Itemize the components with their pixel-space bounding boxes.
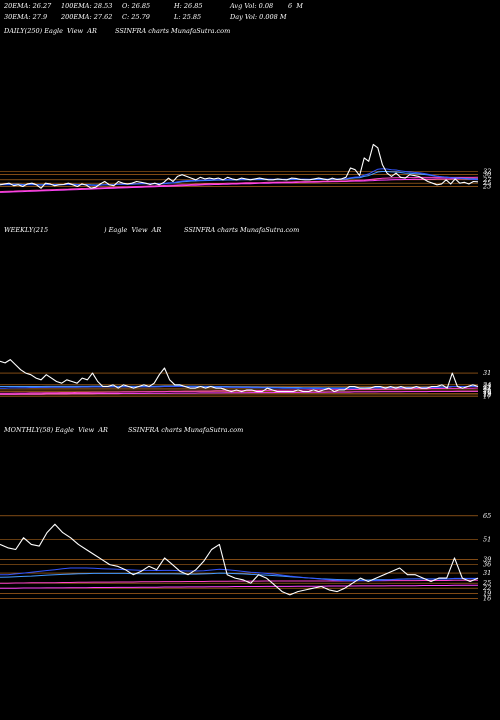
weekly-tick-label-5: 20 bbox=[482, 388, 491, 396]
monthly-tick-label-2: 39 bbox=[483, 556, 491, 564]
weekly-ema200-line bbox=[0, 390, 478, 395]
daily-tick-label-1: 30 bbox=[483, 171, 491, 179]
monthly-tick-label-8: 16 bbox=[483, 594, 491, 602]
monthly-panel-title: MONTHLY(58) Eagle View AR bbox=[4, 426, 108, 434]
weekly-tick-label-8: 17 bbox=[483, 393, 492, 401]
ema100-readout: 100EMA: 28.53 bbox=[61, 2, 113, 10]
weekly-tick-label-7: 18 bbox=[483, 391, 491, 399]
low-readout: L: 25.85 bbox=[174, 13, 202, 21]
avg-vol-suffix: 6 M bbox=[288, 2, 303, 10]
monthly-tick-label-4: 31 bbox=[483, 569, 491, 577]
daily-tick-label-3: 25 bbox=[482, 179, 491, 187]
weekly-tick-label-0: 31 bbox=[483, 369, 491, 377]
weekly-panel-title: WEEKLY(215 bbox=[4, 226, 49, 234]
monthly-tick-label-5: 25 bbox=[482, 579, 491, 587]
weekly-price-line bbox=[0, 359, 479, 393]
monthly-tick-label-7: 19 bbox=[483, 589, 491, 597]
open-readout: O: 26.85 bbox=[122, 2, 151, 10]
weekly-panel-source: SSINFRA charts MunafaSutra.com bbox=[184, 226, 300, 234]
daily-panel-source: SSINFRA charts MunafaSutra.com bbox=[115, 27, 231, 35]
day-vol-readout: Day Vol: 0.008 M bbox=[230, 13, 287, 21]
close-readout: C: 25.79 bbox=[122, 13, 150, 21]
daily-tick-label-0: 32 bbox=[483, 167, 491, 175]
daily-ema100-line bbox=[0, 176, 479, 193]
weekly-tick-label-1: 24 bbox=[482, 381, 491, 389]
daily-tick-label-4: 23 bbox=[482, 183, 491, 191]
daily-ema200-line bbox=[0, 178, 478, 193]
monthly-price-line bbox=[0, 523, 479, 596]
monthly-tick-label-3: 36 bbox=[483, 561, 491, 569]
weekly-panel-title-2: ) Eagle View AR bbox=[104, 226, 162, 234]
monthly-tick-label-1: 51 bbox=[483, 535, 491, 543]
monthly-ema200-line bbox=[0, 584, 478, 589]
monthly-ema20-line bbox=[0, 567, 478, 582]
weekly-tick-label-2: 23 bbox=[482, 383, 491, 391]
weekly-tick-label-6: 19 bbox=[483, 389, 491, 397]
weekly-tick-label-4: 21 bbox=[482, 386, 491, 394]
high-readout: H: 26.85 bbox=[174, 2, 203, 10]
ema200-readout: 200EMA: 27.62 bbox=[61, 13, 113, 21]
avg-vol-readout: Avg Vol: 0.08 bbox=[230, 2, 274, 10]
daily-panel-title: DAILY(250) Eagle View AR bbox=[4, 27, 97, 35]
monthly-tick-label-0: 65 bbox=[483, 512, 491, 520]
ema20-readout: 20EMA: 26.27 bbox=[4, 2, 52, 10]
monthly-ema100-line bbox=[0, 579, 478, 584]
daily-tick-label-2: 27 bbox=[482, 176, 492, 184]
weekly-tick-label-3: 22 bbox=[482, 384, 491, 392]
daily-price-line bbox=[0, 143, 479, 189]
monthly-tick-label-6: 22 bbox=[482, 584, 491, 592]
ema30-readout: 30EMA: 27.9 bbox=[4, 13, 48, 21]
monthly-panel-source: SSINFRA charts MunafaSutra.com bbox=[128, 426, 244, 434]
